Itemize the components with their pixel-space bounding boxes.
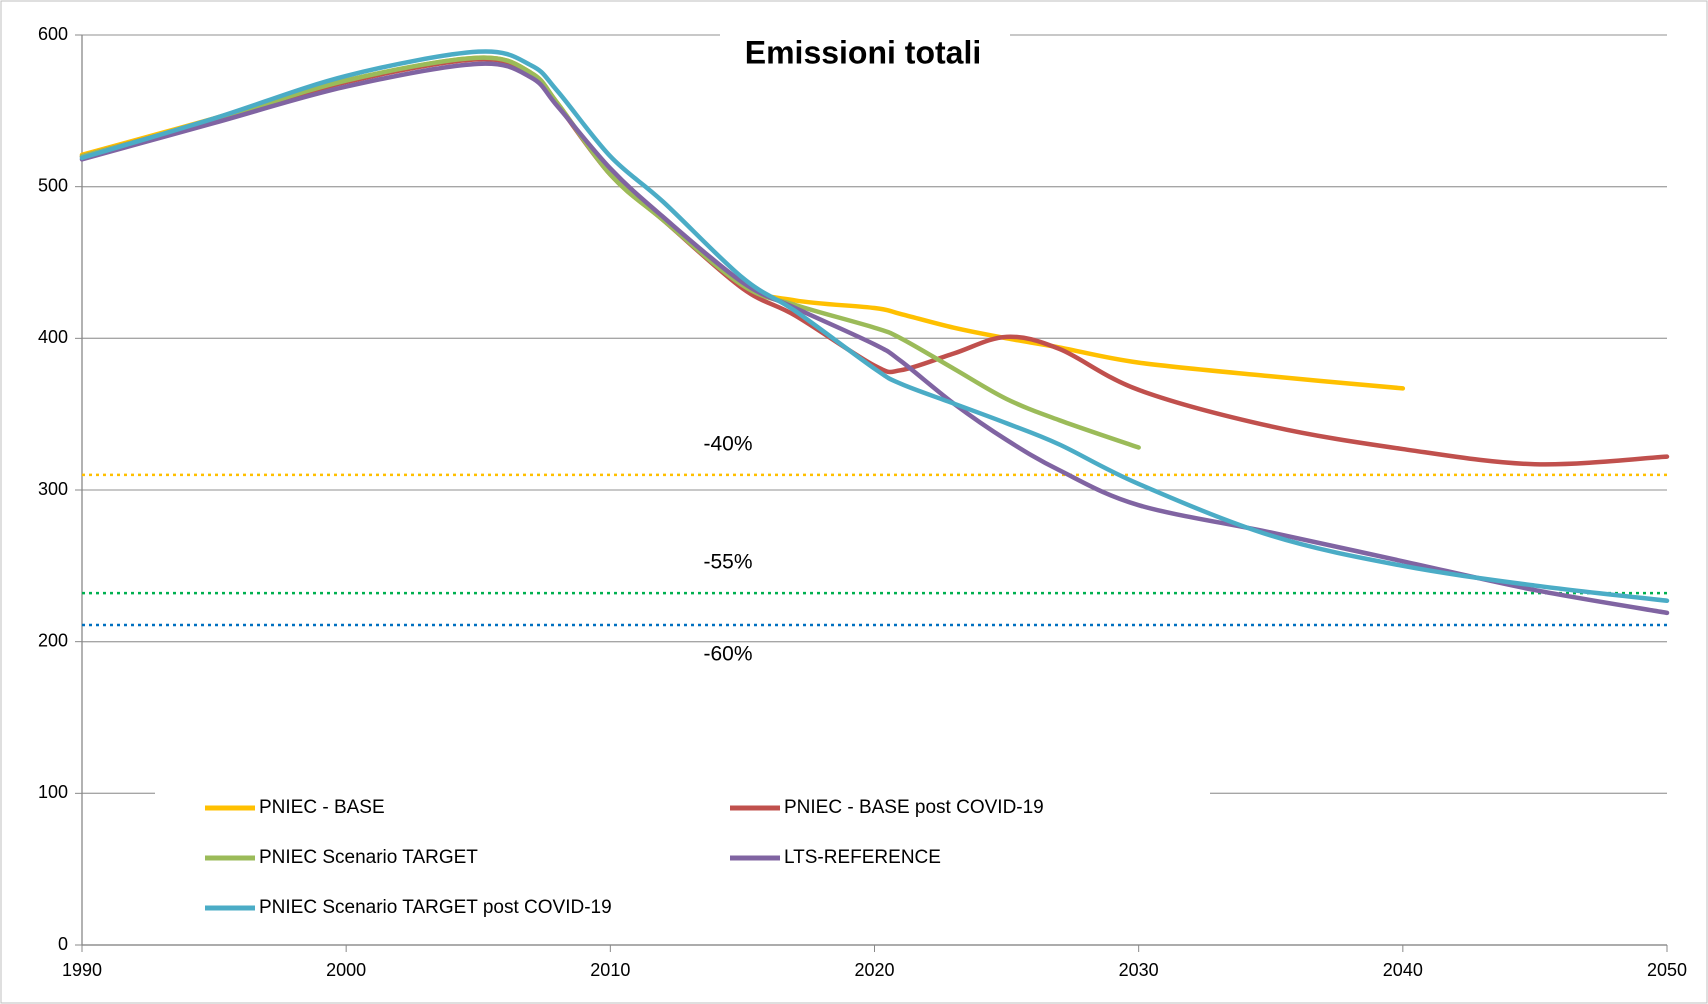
chart-title: Emissioni totali — [745, 34, 981, 70]
series-line — [79, 55, 1141, 450]
y-tick-label: 300 — [38, 479, 68, 499]
x-tick-label: 2020 — [854, 960, 894, 980]
y-tick-label: 0 — [58, 934, 68, 954]
reference-label: -60% — [703, 643, 752, 666]
legend-label: PNIEC Scenario TARGET — [259, 847, 478, 868]
x-tick-label: 2050 — [1647, 960, 1687, 980]
y-tick-label: 200 — [38, 630, 68, 650]
y-tick-label: 100 — [38, 782, 68, 802]
reference-label: -55% — [703, 551, 752, 574]
title-background — [720, 28, 1010, 78]
reference-label: -40% — [703, 432, 752, 455]
x-tick-label: 2010 — [590, 960, 630, 980]
legend-label: LTS-REFERENCE — [784, 847, 941, 868]
x-tick-label: 2040 — [1383, 960, 1423, 980]
x-tick-label: 2030 — [1119, 960, 1159, 980]
y-tick-label: 500 — [38, 175, 68, 195]
legend-label: PNIEC - BASE — [259, 797, 385, 818]
series-line — [79, 61, 1670, 616]
legend-label: PNIEC Scenario TARGET post COVID-19 — [259, 897, 612, 918]
legend-background — [155, 780, 1210, 935]
x-tick-label: 2000 — [326, 960, 366, 980]
series-line — [79, 49, 1670, 603]
y-tick-label: 600 — [38, 24, 68, 44]
legend-label: PNIEC - BASE post COVID-19 — [784, 797, 1044, 818]
y-tick-label: 400 — [38, 327, 68, 347]
x-tick-label: 1990 — [62, 960, 102, 980]
